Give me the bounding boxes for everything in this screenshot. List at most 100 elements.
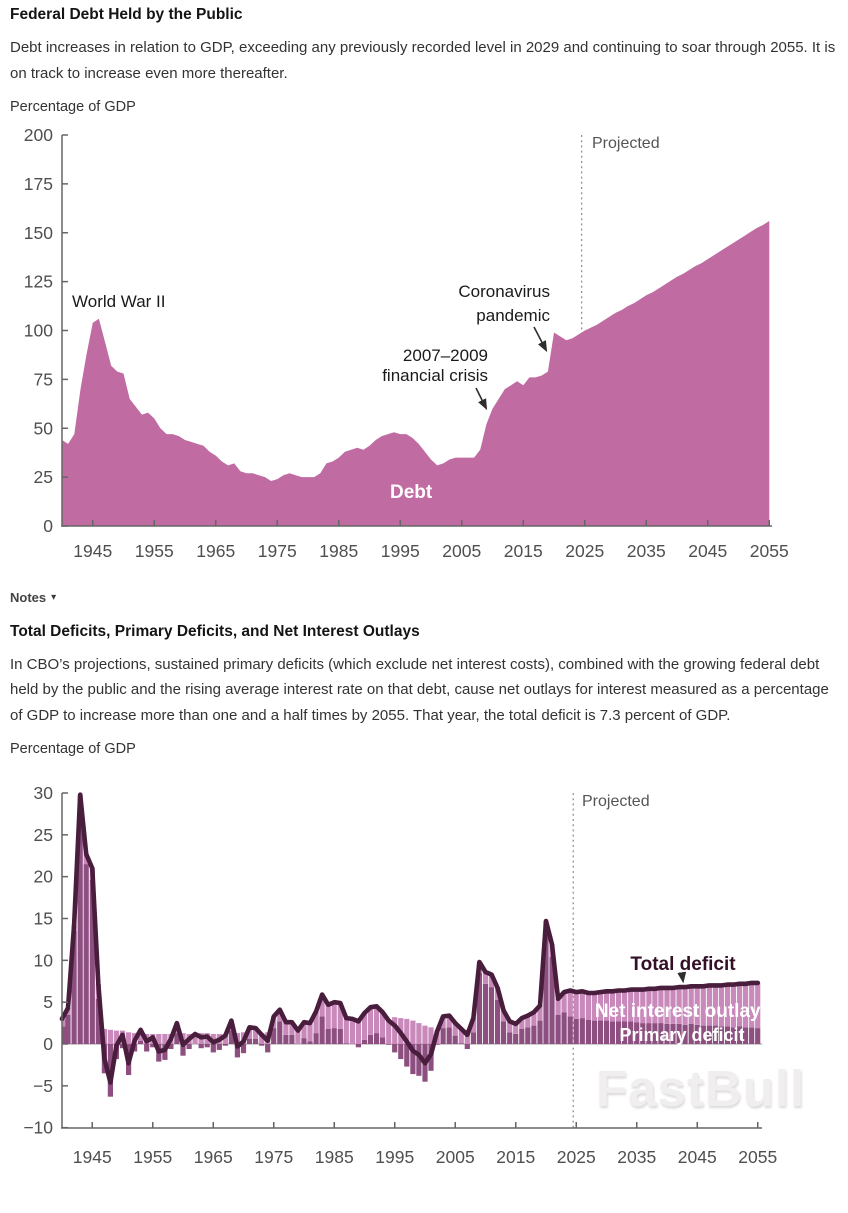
primary-deficit-bar [138,1040,144,1044]
net-interest-bar [355,1018,361,1044]
net-interest-bar [361,1012,368,1040]
y-tick-label: 5 [43,992,53,1012]
x-tick-label: 1955 [135,541,174,561]
net-interest-bar [156,1033,162,1044]
primary-deficit-bar [482,983,489,1044]
primary-deficit-bar [567,1016,573,1044]
primary-deficit-bar [676,1023,682,1044]
net-interest-bar [724,984,731,1027]
primary-deficit-bar [519,1028,525,1044]
primary-deficit-bar [331,1028,337,1044]
net-interest-bar [349,1018,355,1044]
y-tick-label: 20 [34,867,54,887]
primary-deficit-bar [543,934,549,1044]
primary-deficit-bar [259,1043,265,1046]
primary-deficit-bar [392,1043,398,1053]
primary-deficit-bar [343,1043,349,1044]
primary-deficit-bar [77,802,83,1044]
net-interest-bar [422,1025,428,1044]
primary-deficit-bar [616,1021,622,1044]
primary-deficit-bar [682,1024,688,1044]
primary-deficit-bar [62,1026,68,1044]
primary-deficit-bar [634,1022,640,1044]
net-interest-bar [283,1022,289,1035]
net-interest-bar [730,984,737,1028]
net-interest-bar [313,1011,319,1034]
y-tick-label: 150 [24,222,53,242]
primary-deficit-bar [501,1021,507,1044]
y-tick-label: −5 [33,1076,53,1096]
primary-deficit-bar [573,1018,579,1044]
net-interest-bar [410,1020,416,1044]
x-tick-label: 2015 [504,541,543,561]
x-tick-label: 1975 [254,1147,293,1167]
primary-deficit-bar [313,1033,319,1044]
primary-deficit-bar [283,1034,289,1044]
net-interest-bar [507,1021,513,1033]
notes-toggle[interactable]: Notes ▾ [10,590,56,605]
coronavirus-arrow [533,326,548,352]
primary-deficit-bar [253,1038,259,1044]
primary-deficit-bar [210,1043,216,1053]
net-interest-bar [531,1012,537,1026]
primary-deficit-bar [622,1021,628,1044]
x-tick-label: 2005 [436,1147,475,1167]
y-tick-label: 100 [24,320,53,340]
primary-deficit-bar [404,1043,410,1067]
net-interest-bar [192,1033,198,1044]
primary-deficit-bar [240,1043,247,1054]
net-interest-bar [404,1018,410,1044]
primary-deficit-bar [718,1026,724,1044]
financial-crisis-arrow [475,387,488,410]
primary-deficit-bar [640,1023,646,1044]
net-interest-bar [295,1030,301,1044]
net-interest-bar [337,1002,343,1029]
net-interest-bar [458,1028,464,1044]
net-interest-bar [567,990,573,1017]
primary-deficit-bar [700,1025,706,1044]
deficit-chart-container: −10 −5 0 5 10 15 20 25 30 1945 1955 1965 1975 1985 199… [10,781,838,1181]
net-interest-bar [682,987,688,1025]
x-tick-label: 2015 [496,1147,535,1167]
net-interest-bar [537,1005,543,1021]
primary-deficit-bar [355,1043,361,1048]
primary-deficit-bar [755,1028,761,1044]
primary-deficit-bar [228,1030,234,1044]
net-interest-bar [670,987,676,1024]
net-interest-bar [416,1023,422,1044]
net-interest-bar [277,1009,283,1022]
x-tick-label: 1945 [73,541,112,561]
net-interest-bar [755,982,761,1029]
primary-deficit-bar [271,1028,277,1044]
y-tick-label: −10 [23,1118,53,1138]
net-interest-bar [446,1015,452,1028]
annotation-financial-crisis-line2: financial crisis [382,366,488,385]
primary-deficit-bar [658,1023,664,1044]
x-tick-label: 2045 [678,1147,717,1167]
y-tick-label: 0 [43,1034,53,1054]
net-interest-bar [676,987,682,1024]
primary-deficit-bar [398,1043,404,1060]
primary-deficit-bar [652,1023,658,1044]
x-tick-label: 2005 [442,541,481,561]
primary-deficit-bar [325,1028,331,1044]
primary-deficit-bar [198,1043,204,1049]
net-interest-bar [664,987,670,1024]
primary-deficit-bar [712,1025,718,1044]
net-interest-bar [743,983,749,1028]
section2-title: Total Deficits, Primary Deficits, and Ne… [10,622,420,640]
debt-area-chart: 0 25 50 75 100 125 150 175 200 1945 1955 1965 1975 19… [24,125,789,561]
net-interest-bar [386,1019,392,1044]
primary-deficit-bar [446,1027,452,1044]
net-interest-bar [301,1022,307,1039]
primary-deficit-bar [603,1020,610,1044]
primary-deficit-bar [597,1020,603,1044]
primary-deficit-bar [89,879,95,1044]
x-tick-label: 1975 [258,541,297,561]
primary-deficit-bar [265,1043,271,1053]
primary-deficit-bar [561,1012,567,1044]
primary-deficit-bar [440,1028,446,1044]
x-tick-label: 2045 [688,541,727,561]
net-interest-bar [622,990,628,1022]
primary-deficit-bar [495,999,501,1044]
